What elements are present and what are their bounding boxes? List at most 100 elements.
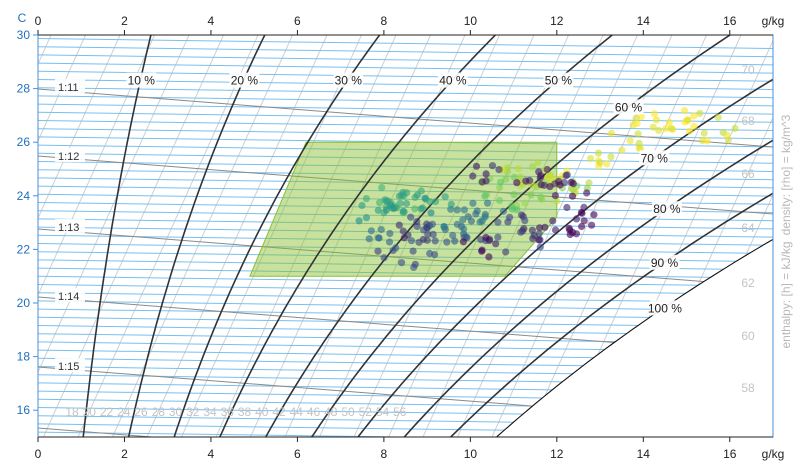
data-point xyxy=(403,189,411,197)
data-point xyxy=(541,223,549,231)
y-unit: C xyxy=(18,11,27,25)
data-point xyxy=(374,206,382,214)
data-point xyxy=(626,137,634,145)
data-point xyxy=(459,238,467,246)
density-line xyxy=(38,228,773,288)
rh-curve xyxy=(310,35,732,437)
data-point xyxy=(443,238,451,246)
data-point xyxy=(382,206,391,214)
data-point xyxy=(650,110,659,118)
enthalpy-label: 58 xyxy=(741,381,755,395)
data-point xyxy=(572,230,581,238)
temperature-line xyxy=(38,95,773,107)
density-line xyxy=(38,155,773,215)
data-point xyxy=(724,136,733,144)
x-tick-label-bottom: 6 xyxy=(294,447,301,461)
density-side-label: density: [rho] = kg/m^3 xyxy=(779,114,793,235)
enthalpy-line xyxy=(146,35,328,437)
data-point xyxy=(517,228,525,236)
data-point xyxy=(513,179,521,187)
rh-curve xyxy=(403,139,773,437)
x-tick-label-bottom: 12 xyxy=(550,447,564,461)
data-point xyxy=(506,213,514,221)
data-point xyxy=(469,199,477,207)
density-labels: 1:11 1:12 1:13 1:14 1:15 xyxy=(55,79,85,373)
density-label: 1:14 xyxy=(58,291,79,303)
data-point xyxy=(586,154,595,163)
data-point xyxy=(495,196,504,204)
enthalpy-line xyxy=(215,35,397,437)
data-point xyxy=(534,158,542,167)
data-point xyxy=(494,233,502,241)
data-point xyxy=(634,130,642,138)
data-point xyxy=(389,204,397,212)
y-tick-label: 18 xyxy=(17,350,31,364)
data-point xyxy=(569,180,577,188)
data-point xyxy=(543,165,551,174)
rh-label-bg xyxy=(649,300,680,316)
enthalpy-label: 26 xyxy=(134,405,148,419)
data-point xyxy=(400,234,408,242)
data-point xyxy=(426,249,434,258)
data-point xyxy=(510,191,518,199)
enthalpy-label: 70 xyxy=(741,63,755,77)
data-point xyxy=(478,247,486,255)
y-tick-label: 16 xyxy=(17,403,31,417)
data-point xyxy=(429,230,437,238)
data-point xyxy=(402,199,411,208)
temperature-line xyxy=(38,169,773,181)
rh-label: 10 % xyxy=(128,74,156,88)
temperature-line xyxy=(38,218,773,230)
y-tick-label: 28 xyxy=(17,82,31,96)
data-point xyxy=(632,114,640,122)
temperature-line xyxy=(38,243,773,254)
data-point xyxy=(377,225,385,234)
data-point xyxy=(680,106,689,115)
data-point xyxy=(460,206,468,214)
density-label: 1:13 xyxy=(58,222,79,234)
data-point xyxy=(568,192,577,200)
data-point xyxy=(476,218,484,226)
rh-label: 50 % xyxy=(545,74,573,88)
scatter-points xyxy=(355,106,739,271)
enthalpy-line xyxy=(0,35,17,437)
data-point xyxy=(355,217,363,225)
data-point xyxy=(563,171,571,179)
data-point xyxy=(395,221,403,229)
density-label: 1:11 xyxy=(58,82,79,94)
data-point xyxy=(496,184,504,192)
data-point xyxy=(399,227,407,235)
data-point xyxy=(536,224,544,232)
x-unit-top: g/kg xyxy=(762,14,785,28)
rh-curve xyxy=(449,192,773,437)
data-point xyxy=(696,109,704,117)
x-tick-label-top: 6 xyxy=(294,14,301,28)
enthalpy-label: 28 xyxy=(152,405,166,419)
enthalpy-label: 48 xyxy=(324,405,338,419)
data-point xyxy=(527,191,535,199)
data-point xyxy=(415,238,423,246)
data-point xyxy=(655,126,663,134)
data-point xyxy=(482,233,490,242)
data-point xyxy=(426,198,434,206)
rh-label: 20 % xyxy=(231,74,259,88)
data-point xyxy=(549,217,557,225)
x-tick-label-bottom: 2 xyxy=(121,447,128,461)
data-point xyxy=(652,116,661,124)
rh-label: 70 % xyxy=(641,151,669,165)
rh-label-bg xyxy=(651,201,682,217)
enthalpy-label: 40 xyxy=(255,405,269,419)
density-label-bg xyxy=(55,288,85,302)
data-point xyxy=(529,234,537,243)
data-point xyxy=(423,224,431,232)
data-point xyxy=(546,183,554,191)
data-point xyxy=(538,195,546,203)
data-point xyxy=(427,209,435,217)
data-point xyxy=(553,197,561,205)
data-point xyxy=(453,220,461,228)
x-tick-label-top: 14 xyxy=(637,14,651,28)
enthalpy-label: 50 xyxy=(341,405,355,419)
data-point xyxy=(618,146,626,154)
data-point xyxy=(516,173,524,181)
